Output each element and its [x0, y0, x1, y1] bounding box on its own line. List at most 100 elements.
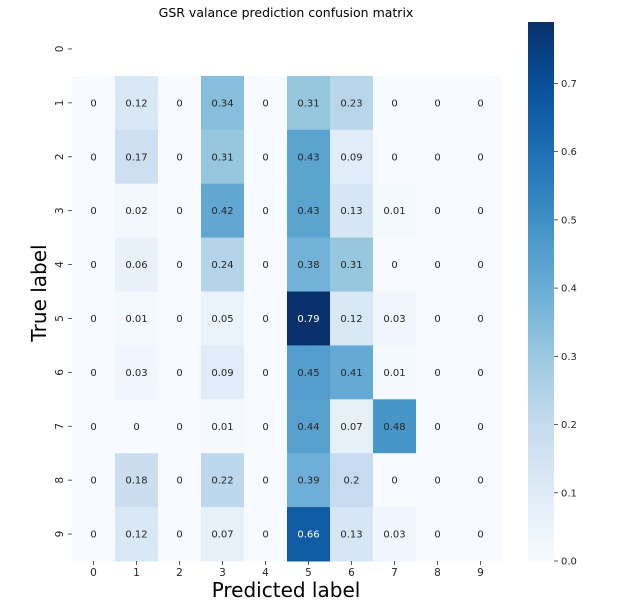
heatmap-cell: [330, 129, 374, 185]
cell-value-label: 0.79: [297, 314, 319, 325]
heatmap-cell: [416, 129, 460, 185]
cell-value-label: 0: [133, 422, 139, 433]
heatmap-cell: [201, 345, 245, 400]
y-tick-label: 6: [54, 369, 66, 376]
cell-value-label: 0.02: [125, 206, 147, 217]
cell-value-label: 0.13: [340, 530, 362, 541]
heatmap-cell: [115, 129, 159, 185]
cell-value-label: 0: [262, 530, 268, 541]
y-tick-label: 0: [54, 46, 66, 53]
cell-value-label: 0.01: [383, 206, 405, 217]
heatmap-cell: [115, 237, 159, 292]
cell-value-label: 0: [477, 530, 483, 541]
cell-value-label: 0.07: [340, 422, 362, 433]
cell-value-label: 0: [477, 422, 483, 433]
heatmap-cell: [244, 399, 288, 454]
colorbar-tick-label: 0.7: [561, 79, 577, 90]
x-tick-label: 6: [348, 567, 355, 579]
cell-value-label: 0: [477, 260, 483, 271]
heatmap-cell: [158, 345, 202, 400]
cell-value-label: 0.03: [125, 368, 147, 379]
x-tick-label: 2: [176, 567, 183, 579]
cell-value-label: 0.44: [297, 422, 319, 433]
heatmap-cell: [459, 345, 503, 400]
x-tick-label: 3: [219, 567, 226, 579]
cell-value-label: 0: [262, 476, 268, 487]
heatmap-cell: [373, 399, 417, 454]
heatmap-cell: [287, 75, 331, 131]
x-tick-label: 9: [477, 567, 484, 579]
cell-value-label: 0.45: [297, 368, 319, 379]
heatmap-cell: [416, 75, 460, 131]
heatmap-cell: [72, 507, 116, 562]
heatmap-cell: [72, 345, 116, 400]
heatmap-cell: [201, 399, 245, 454]
cell-value-label: 0: [176, 98, 182, 109]
heatmap-cell: [244, 183, 288, 239]
heatmap-cell: [330, 75, 374, 131]
heatmap-cell: [416, 453, 460, 508]
cell-value-label: 0: [90, 152, 96, 163]
cell-value-label: 0: [434, 98, 440, 109]
cell-value-label: 0: [477, 314, 483, 325]
cell-value-label: 0: [90, 98, 96, 109]
heatmap-cell: [287, 345, 331, 400]
cell-value-label: 0: [90, 422, 96, 433]
cell-value-label: 0: [262, 98, 268, 109]
y-axis-ticks: 0 1 2 3 4 5 6 7 8 9: [54, 46, 72, 537]
cell-value-label: 0.31: [340, 260, 362, 271]
cell-value-label: 0.66: [297, 530, 319, 541]
heatmap-cell: [373, 291, 417, 346]
heatmap-cell: [201, 183, 245, 239]
x-tick-label: 4: [262, 567, 269, 579]
heatmap-cell: [201, 75, 245, 131]
heatmap-cell: [115, 183, 159, 239]
heatmap-cell: [459, 129, 503, 185]
cell-value-label: 0: [262, 260, 268, 271]
cell-value-label: 0.07: [211, 530, 233, 541]
cell-value-label: 0.03: [383, 314, 405, 325]
colorbar-tick-label: 0.0: [561, 557, 577, 568]
cell-value-label: 0: [262, 314, 268, 325]
cell-value-label: 0: [176, 422, 182, 433]
heatmap-cell: [459, 453, 503, 508]
heatmap-cell: [115, 453, 159, 508]
cell-value-label: 0.23: [340, 98, 362, 109]
heatmap-cell: [330, 399, 374, 454]
cell-value-label: 0.01: [211, 422, 233, 433]
heatmap-cell: [158, 237, 202, 292]
cell-value-label: 0: [434, 152, 440, 163]
cell-value-label: 0: [391, 152, 397, 163]
heatmap-cell: [158, 507, 202, 562]
cell-value-label: 0: [434, 530, 440, 541]
cell-value-label: 0: [90, 530, 96, 541]
heatmap-cell: [158, 129, 202, 185]
cell-value-label: 0: [176, 152, 182, 163]
cell-value-label: 0.09: [211, 368, 233, 379]
heatmap-cell: [330, 183, 374, 239]
cell-value-label: 0.42: [211, 206, 233, 217]
heatmap-cell: [287, 291, 331, 346]
heatmap-cell: [287, 129, 331, 185]
y-tick-label: 4: [54, 261, 66, 268]
heatmap-cell: [287, 399, 331, 454]
x-tick-label: 7: [391, 567, 398, 579]
cell-value-label: 0: [477, 152, 483, 163]
heatmap-cell: [201, 129, 245, 185]
cell-value-label: 0: [176, 530, 182, 541]
cell-value-label: 0: [391, 98, 397, 109]
cell-value-label: 0: [176, 260, 182, 271]
cell-value-label: 0: [262, 152, 268, 163]
cell-value-label: 0.34: [211, 98, 233, 109]
cell-value-label: 0: [90, 314, 96, 325]
cell-value-label: 0.01: [125, 314, 147, 325]
colorbar-tick-label: 0.3: [561, 352, 577, 363]
cell-value-label: 0: [262, 206, 268, 217]
heatmap-cell: [459, 237, 503, 292]
cell-value-label: 0: [477, 98, 483, 109]
colorbar: [528, 22, 554, 561]
heatmap-cell: [244, 291, 288, 346]
heatmap-cell: [244, 507, 288, 562]
heatmap-cell: [373, 129, 417, 185]
heatmap-cell: [416, 507, 460, 562]
